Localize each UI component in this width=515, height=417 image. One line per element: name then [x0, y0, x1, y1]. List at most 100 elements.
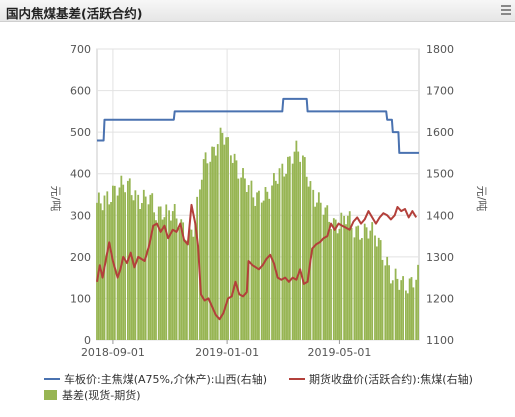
basis-bar — [390, 283, 392, 340]
basis-bar — [363, 223, 366, 340]
y-right-tick-label: 1100 — [426, 334, 454, 347]
basis-bar — [161, 219, 164, 340]
basis-bar — [182, 222, 185, 340]
basis-bar — [268, 198, 271, 340]
basis-bar — [141, 203, 143, 340]
basis-bar — [291, 163, 294, 340]
basis-bar — [415, 279, 418, 340]
basis-bar — [334, 219, 337, 340]
basis-bar — [178, 227, 181, 340]
y-left-tick-label: 0 — [84, 334, 91, 347]
basis-bar — [359, 239, 361, 340]
basis-bar — [348, 211, 351, 340]
basis-bar — [299, 161, 302, 340]
basis-bar — [332, 218, 335, 340]
menu-icon[interactable] — [501, 5, 511, 16]
basis-bar — [250, 180, 253, 340]
basis-bar — [314, 206, 316, 340]
basis-bar — [324, 207, 327, 340]
basis-bar — [175, 218, 178, 340]
legend-swatch-futures — [289, 378, 305, 380]
x-tick-label: 2019-01-01 — [195, 346, 259, 359]
basis-bar — [139, 209, 141, 340]
legend-label-basis: 基差(现货-期货) — [62, 389, 141, 402]
basis-bar — [194, 223, 197, 340]
basis-bar — [350, 227, 353, 340]
y-left-tick-label: 500 — [70, 126, 91, 139]
basis-bar — [312, 189, 315, 340]
y-right-tick-label: 1200 — [426, 292, 454, 305]
legend-swatch-spot — [44, 378, 60, 380]
basis-bar — [367, 238, 370, 340]
basis-bar — [336, 233, 339, 340]
basis-bar — [108, 204, 111, 340]
basis-bar — [365, 227, 368, 340]
basis-bar — [377, 237, 380, 340]
basis-bar — [110, 202, 112, 340]
basis-bar — [168, 210, 170, 340]
basis-bar — [242, 168, 244, 340]
basis-bar — [128, 178, 131, 340]
basis-bar — [386, 256, 389, 340]
basis-bar — [256, 192, 258, 340]
basis-bar — [330, 229, 332, 340]
basis-bar — [180, 219, 183, 340]
basis-bar — [388, 265, 390, 340]
basis-bar — [293, 151, 296, 340]
basis-bar — [398, 289, 401, 340]
basis-bar — [408, 278, 411, 340]
basis-bar — [338, 228, 341, 340]
basis-bar — [288, 156, 291, 340]
futures-price-line — [96, 203, 418, 321]
basis-bar — [211, 146, 214, 340]
basis-bar — [322, 214, 325, 340]
basis-bar — [132, 200, 135, 340]
basis-bar — [118, 187, 121, 340]
legend-item-futures[interactable]: 期货收盘价(活跃合约):焦煤(右轴) — [289, 371, 473, 387]
basis-bar — [113, 185, 116, 340]
basis-bar — [163, 217, 166, 340]
basis-bar — [302, 155, 304, 340]
y-right-tick-label: 1500 — [426, 168, 454, 181]
y-left-tick-label: 100 — [70, 292, 91, 305]
panel-header: 国内焦煤基差(活跃合约) — [0, 0, 515, 22]
x-tick-label: 2018-09-01 — [81, 346, 145, 359]
basis-bar — [213, 146, 215, 340]
basis-bar — [209, 161, 212, 340]
legend-swatch-basis — [44, 390, 57, 400]
basis-bar — [357, 225, 360, 340]
basis-bar — [283, 176, 286, 340]
basis-bar — [287, 156, 289, 340]
basis-bar — [305, 176, 308, 340]
legend-item-basis[interactable]: 基差(现货-期货) — [44, 387, 141, 403]
basis-bar — [317, 192, 320, 340]
y-left-tick-label: 400 — [70, 168, 91, 181]
basis-bar — [381, 259, 384, 340]
basis-bar — [264, 187, 267, 340]
basis-bar — [188, 228, 191, 340]
spot-price-line — [97, 97, 419, 154]
basis-bar — [278, 168, 281, 340]
basis-bar — [245, 191, 248, 340]
basis-bar — [190, 229, 193, 340]
basis-bar — [343, 215, 346, 340]
basis-bar — [379, 240, 382, 340]
basis-bar — [214, 155, 217, 340]
basis-bar — [231, 162, 234, 340]
basis-bar — [157, 206, 160, 340]
y-left-tick-label: 300 — [70, 209, 91, 222]
futures-price-series — [96, 203, 418, 321]
basis-bar — [151, 193, 154, 340]
y-right-tick-label: 1400 — [426, 209, 454, 222]
basis-bars — [96, 127, 419, 340]
legend-item-spot[interactable]: 车板价:主焦煤(A75%,介休产):山西(右轴) — [44, 371, 267, 387]
chart-title: 国内焦煤基差(活跃合约) — [6, 6, 143, 21]
basis-bar — [155, 220, 157, 340]
basis-bar — [196, 196, 199, 340]
basis-bar — [252, 197, 255, 340]
basis-bar — [276, 183, 279, 340]
y-left-tick-label: 200 — [70, 251, 91, 264]
basis-bar — [400, 280, 403, 340]
basis-bar — [285, 173, 287, 340]
basis-bar — [243, 178, 246, 340]
